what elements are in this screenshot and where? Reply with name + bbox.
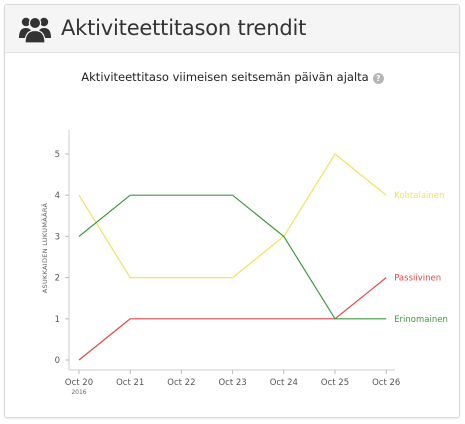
- x-tick-label: Oct 24: [270, 378, 298, 388]
- x-tick-label: Oct 20: [65, 378, 93, 388]
- users-group-icon: [19, 16, 51, 44]
- y-tick-label: 4: [55, 191, 60, 201]
- chart-title-row: Aktiviteettitaso viimeisen seitsemän päi…: [0, 70, 465, 84]
- legend-label-passiivinen: Passiivinen: [394, 274, 441, 284]
- activity-trends-card: Aktiviteettitason trendit: [4, 4, 460, 418]
- legend-label-kohtalainen: Kohtalainen: [394, 191, 444, 201]
- y-tick-label: 2: [55, 274, 60, 284]
- help-icon[interactable]: ?: [372, 73, 384, 84]
- x-tick-label: Oct 21: [116, 378, 144, 388]
- chart-title: Aktiviteettitaso viimeisen seitsemän päi…: [81, 70, 369, 84]
- x-tick-label: Oct 22: [167, 378, 195, 388]
- y-axis-label: ASUKKAIDEN LUKUMÄÄRÄ: [40, 203, 49, 294]
- y-tick-label: 1: [55, 315, 60, 325]
- x-tick-label: Oct 25: [321, 378, 349, 388]
- x-year-label: 2016: [71, 389, 86, 396]
- card-header: Aktiviteettitason trendit: [5, 5, 459, 53]
- y-tick-label: 0: [55, 356, 60, 366]
- legend-label-erinomainen: Erinomainen: [394, 315, 448, 325]
- chart-series: [78, 153, 387, 361]
- card-title: Aktiviteettitason trendit: [61, 16, 307, 40]
- y-tick-label: 5: [55, 150, 60, 160]
- series-line-kohtalainen: [78, 153, 387, 279]
- x-tick-label: Oct 23: [218, 378, 246, 388]
- y-tick-label: 3: [55, 232, 60, 242]
- series-line-erinomainen: [78, 194, 387, 320]
- x-tick-label: Oct 26: [372, 378, 400, 388]
- chart-labels: 0 1 2 3 4 5 ASUKKAIDEN LUKUMÄÄRÄ Oct 20 Oct 21 Oc…: [40, 150, 448, 396]
- chart-axes: [65, 130, 395, 374]
